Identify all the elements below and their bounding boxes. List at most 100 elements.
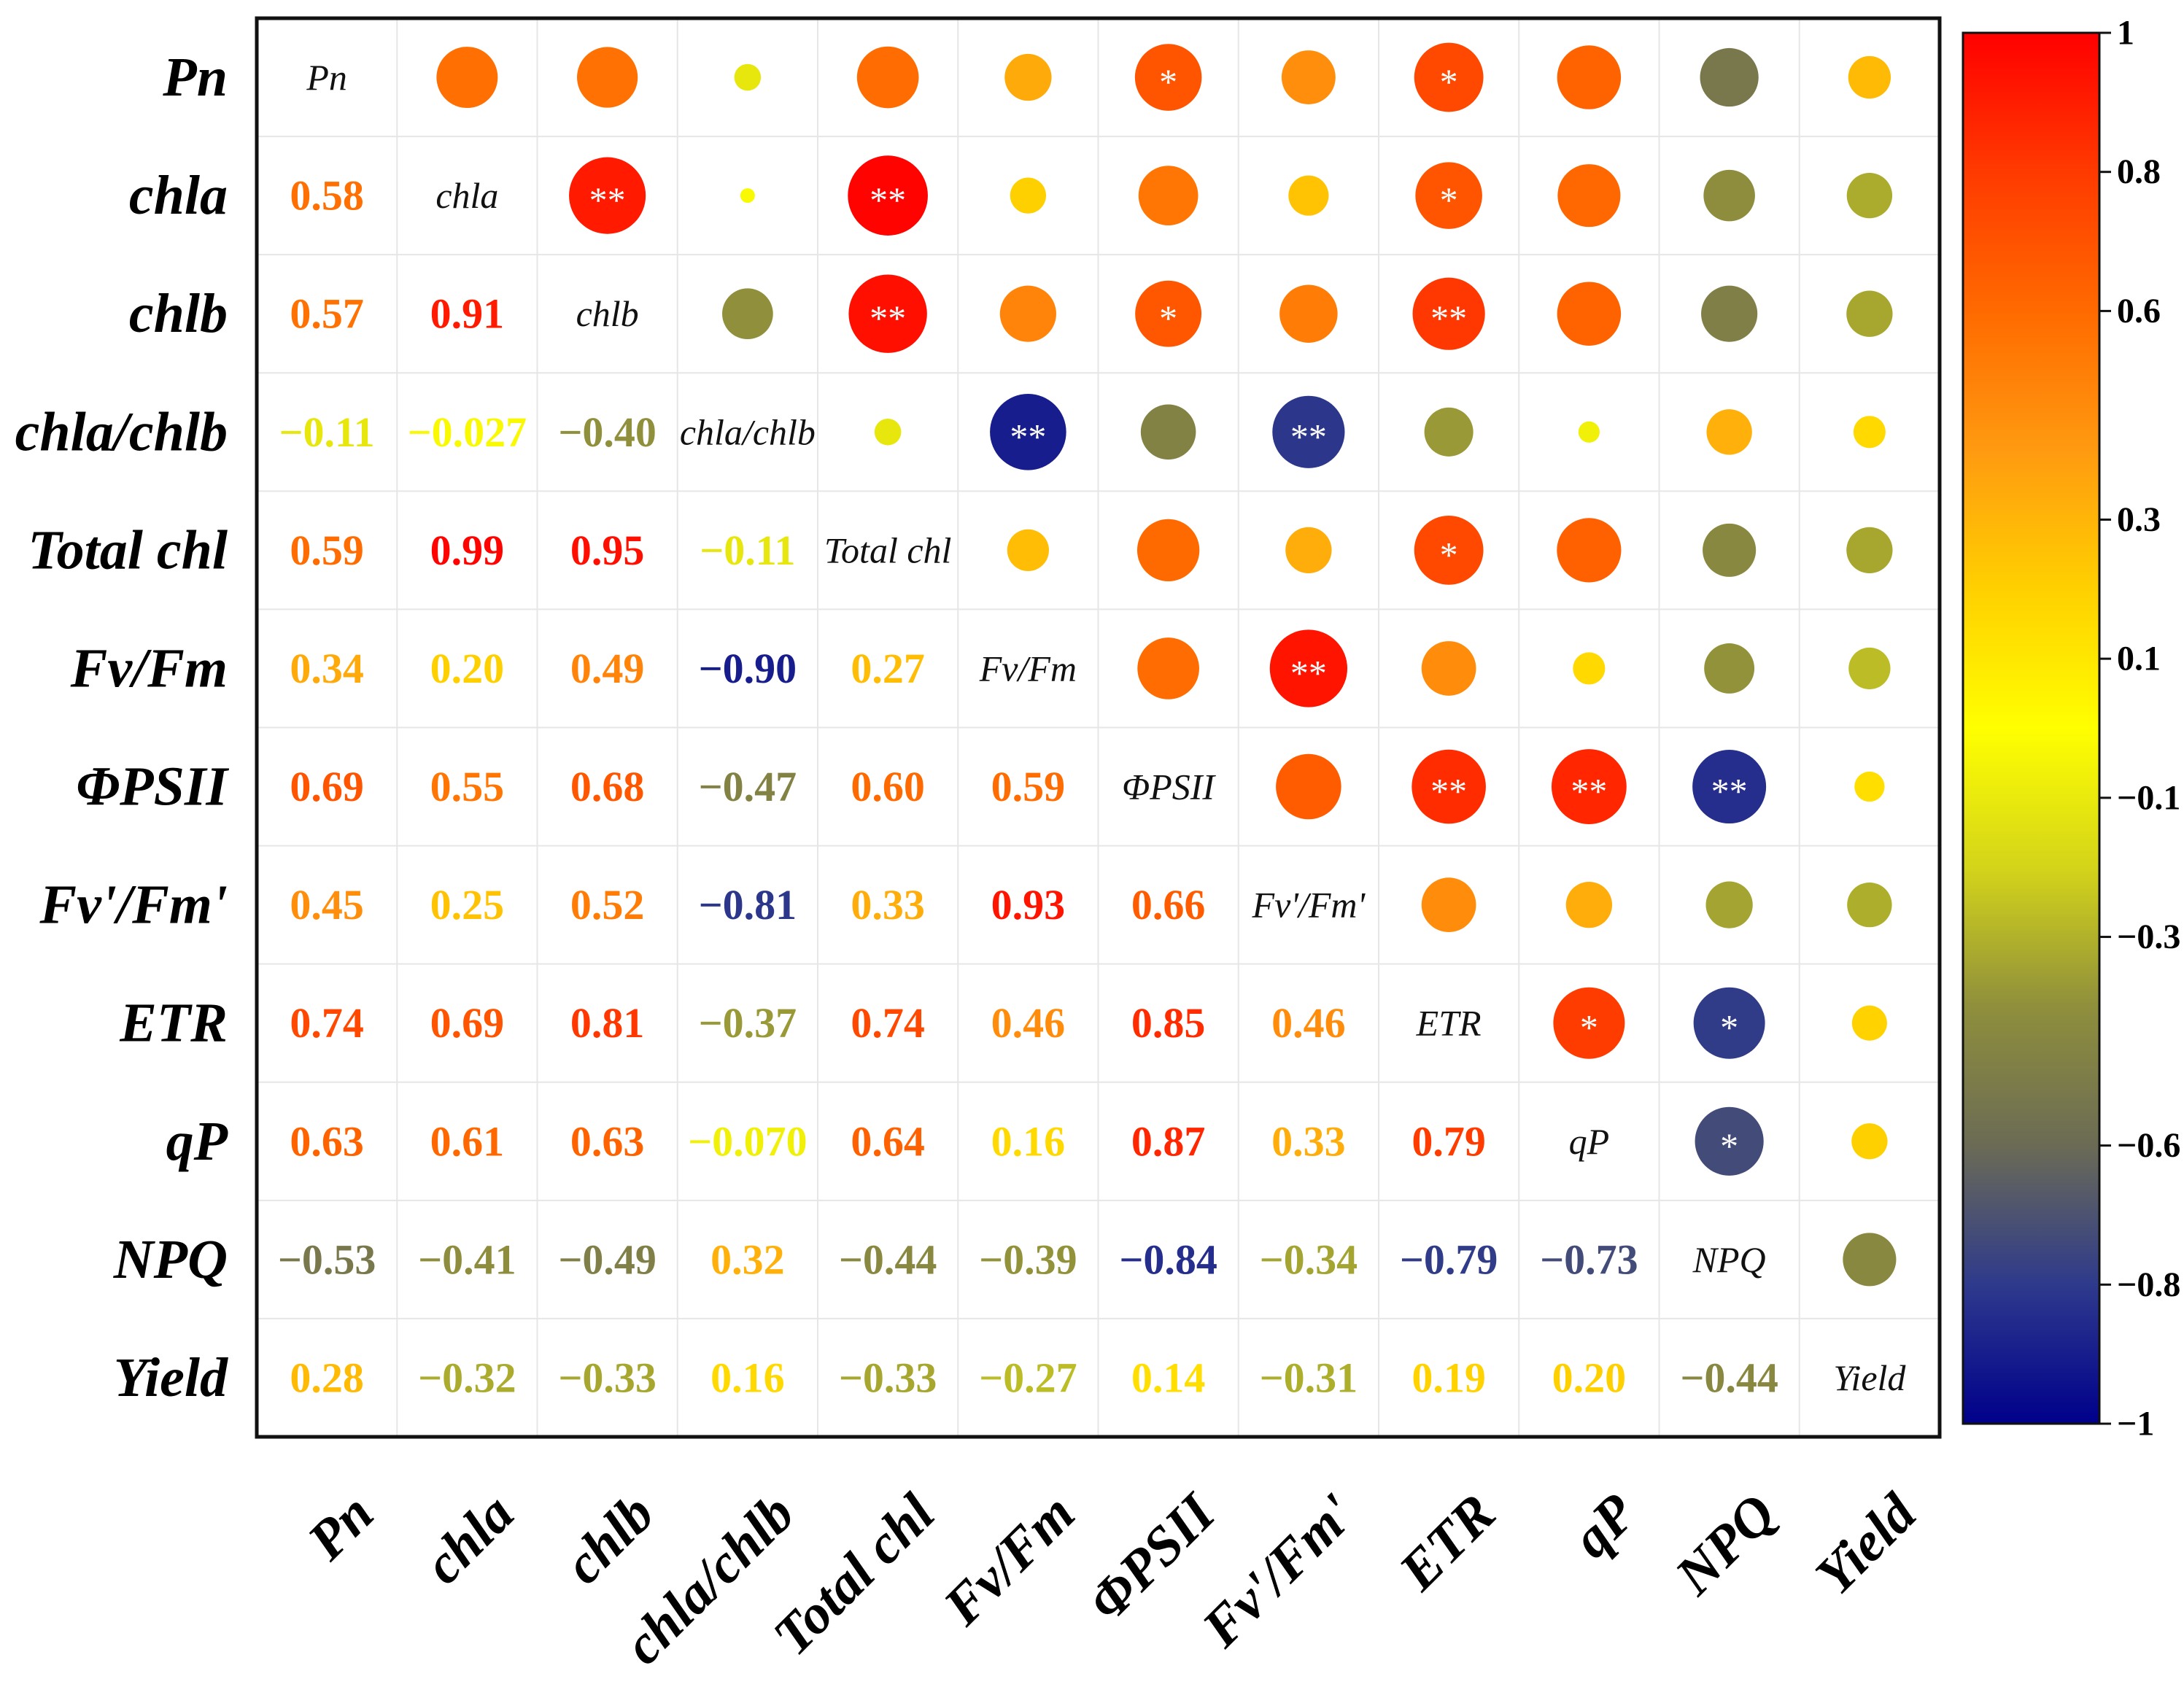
coefficient-label: −0.53 (278, 1236, 376, 1283)
column-label: chlb (553, 1483, 666, 1596)
correlation-circle (1010, 177, 1047, 214)
colorbar-tick-label: −0.6 (2117, 1126, 2180, 1165)
coefficient-label: 0.59 (991, 763, 1066, 810)
coefficient-label: −0.27 (979, 1354, 1077, 1401)
diagonal-label: Pn (306, 57, 347, 98)
coefficient-label: −0.39 (979, 1236, 1077, 1283)
coefficient-label: 0.99 (430, 527, 505, 574)
row-label: Pn (162, 47, 228, 108)
correlation-circle (1421, 641, 1476, 696)
coefficient-label: −0.070 (688, 1117, 808, 1165)
coefficient-label: 0.58 (290, 172, 364, 220)
row-label: ΦPSII (76, 756, 229, 818)
coefficient-label: 0.20 (430, 645, 505, 692)
correlation-circle (1705, 881, 1753, 928)
significance-mark: ** (1010, 416, 1046, 457)
coefficient-label: 0.19 (1412, 1354, 1486, 1401)
coefficient-label: 0.57 (290, 290, 364, 338)
correlation-circle (1007, 529, 1050, 572)
coefficient-label: 0.74 (851, 999, 925, 1047)
coefficient-label: −0.44 (1680, 1354, 1778, 1401)
diagonal-label: ΦPSII (1122, 767, 1216, 807)
coefficient-label: −0.40 (558, 408, 657, 456)
significance-mark: ** (1290, 652, 1327, 693)
coefficient-label: −0.31 (1260, 1354, 1358, 1401)
coefficient-label: 0.25 (430, 881, 505, 928)
significance-mark: ** (589, 179, 626, 220)
coefficient-label: −0.37 (699, 999, 797, 1047)
colorbar-tick-label: 0.8 (2117, 152, 2161, 191)
coefficient-label: 0.63 (570, 1117, 645, 1165)
diagonal-label: NPQ (1692, 1239, 1766, 1280)
significance-mark: ** (870, 298, 906, 338)
coefficient-label: 0.55 (430, 763, 505, 810)
diagonal-label: chla/chlb (680, 411, 816, 452)
coefficient-label: 0.46 (991, 999, 1066, 1047)
correlation-circle (1288, 175, 1329, 216)
coefficient-label: 0.69 (290, 763, 364, 810)
correlation-circle (1851, 1005, 1887, 1041)
correlation-circle (1703, 523, 1757, 577)
coefficient-label: 0.81 (570, 999, 645, 1047)
coefficient-label: −0.81 (699, 881, 797, 928)
coefficient-label: 0.14 (1131, 1354, 1206, 1401)
significance-mark: ** (1430, 771, 1467, 812)
colorbar-tick-label: 0.1 (2117, 640, 2161, 678)
column-label: chla (412, 1483, 525, 1596)
coefficient-label: 0.64 (851, 1117, 925, 1165)
row-label: ETR (119, 993, 228, 1054)
row-label: chlb (129, 283, 228, 344)
row-label: chla/chlb (15, 401, 228, 462)
coefficient-label: 0.16 (710, 1354, 785, 1401)
coefficient-label: 0.59 (290, 527, 364, 574)
correlation-circle (1281, 50, 1336, 105)
coefficient-label: 0.66 (1131, 881, 1206, 928)
coefficient-label: 0.91 (430, 290, 505, 338)
significance-mark: * (1159, 61, 1177, 102)
coefficient-label: −0.027 (408, 408, 527, 456)
correlation-circle (569, 157, 646, 234)
significance-mark: * (1720, 1125, 1738, 1166)
column-label: ETR (1387, 1483, 1507, 1603)
correlation-circle (1557, 282, 1622, 346)
diagonal-label: chlb (576, 293, 639, 334)
correlation-circle (1004, 53, 1052, 101)
coefficient-label: −0.79 (1400, 1236, 1498, 1283)
correlation-circle (1853, 416, 1886, 449)
coefficient-label: 0.79 (1412, 1117, 1486, 1165)
row-label: Total chl (28, 519, 228, 581)
correlation-circle (1846, 527, 1893, 574)
coefficient-label: 0.32 (710, 1236, 785, 1283)
correlation-circle (1848, 55, 1891, 99)
significance-mark: * (1440, 179, 1458, 220)
correlation-circle (1414, 515, 1484, 585)
coefficient-label: 0.28 (290, 1354, 364, 1401)
correlation-circle (1565, 881, 1613, 928)
diagonal-label: Total chl (824, 530, 952, 570)
colorbar-tick-label: 0.3 (2117, 500, 2161, 539)
column-label: Fv/Fm (932, 1483, 1086, 1637)
correlation-circle (1703, 169, 1755, 222)
correlation-circle (1279, 284, 1338, 343)
correlation-circle (1557, 164, 1621, 228)
coefficient-label: −0.44 (839, 1236, 937, 1283)
diagonal-label: Fv'/Fm' (1252, 885, 1366, 926)
correlation-circle (1846, 172, 1893, 219)
correlation-circle (1424, 407, 1474, 457)
coefficient-label: 0.46 (1271, 999, 1346, 1047)
coefficient-label: 0.60 (851, 763, 925, 810)
correlation-circle (1551, 749, 1627, 824)
correlation-circle (1138, 166, 1199, 225)
colorbar-tick-label: −0.8 (2117, 1265, 2180, 1304)
coefficient-label: −0.47 (699, 763, 797, 810)
coefficient-label: 0.52 (570, 881, 645, 928)
column-label: Fv'/Fm' (1190, 1483, 1367, 1659)
row-label: chla (129, 165, 228, 226)
significance-mark: * (1440, 534, 1458, 575)
coefficient-label: 0.63 (290, 1117, 364, 1165)
significance-mark: * (1440, 61, 1458, 102)
correlation-circle (1846, 290, 1893, 337)
correlation-circle (1854, 771, 1885, 802)
significance-mark: ** (870, 179, 906, 220)
